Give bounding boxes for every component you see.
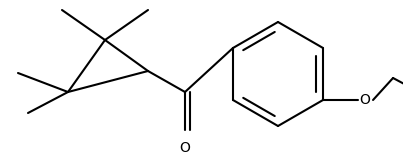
Text: O: O xyxy=(180,141,191,155)
Text: O: O xyxy=(359,93,370,107)
